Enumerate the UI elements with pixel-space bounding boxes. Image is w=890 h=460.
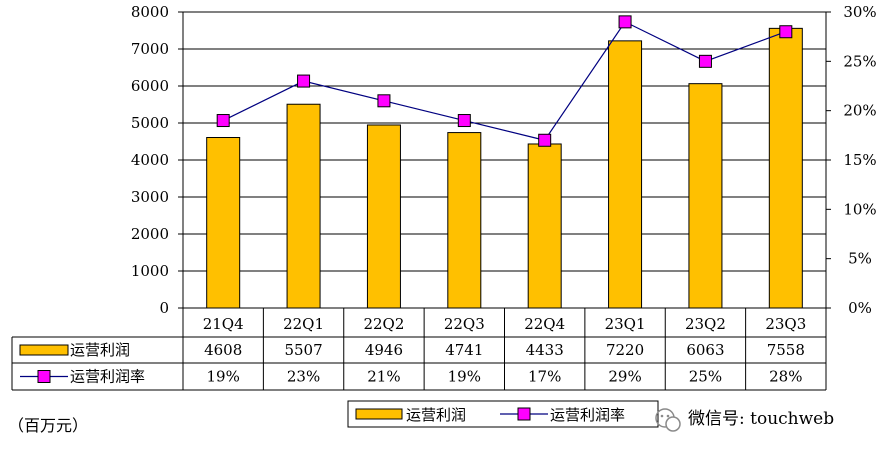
margin-line: [216, 15, 793, 147]
legend-key-bar: [355, 408, 403, 420]
table-cell: 5507: [284, 341, 322, 359]
bar-21Q4: [206, 137, 241, 309]
gridlines: [183, 11, 826, 272]
left-tick-label: 2000: [131, 225, 169, 243]
right-tick-label: 15%: [843, 151, 876, 169]
margin-point-22Q2: [377, 94, 391, 108]
profit-bars: [206, 27, 803, 309]
right-tick-label: 0%: [848, 299, 872, 317]
category-label: 22Q2: [363, 315, 404, 333]
margin-point-22Q3: [457, 114, 471, 128]
table-cell: 7558: [767, 341, 805, 359]
row-label: 运营利润率: [70, 368, 145, 386]
left-tick-label: 3000: [131, 188, 169, 206]
right-tick-label: 10%: [843, 200, 876, 218]
category-label: 23Q3: [765, 315, 806, 333]
margin-series-line: [222, 21, 787, 141]
wechat-logo-icon: [655, 408, 681, 432]
margin-point-21Q4: [216, 114, 230, 128]
left-tick-label: 4000: [131, 151, 169, 169]
row-key-marker: [37, 370, 51, 383]
category-label: 23Q1: [605, 315, 646, 333]
bar-22Q1: [286, 103, 321, 309]
left-tick-label: 0: [159, 299, 169, 317]
right-tick-label: 30%: [843, 3, 876, 21]
table-cell: 4741: [445, 341, 483, 359]
bar-23Q1: [608, 40, 643, 309]
category-label: 22Q1: [283, 315, 324, 333]
bar-22Q2: [366, 124, 401, 309]
margin-point-23Q1: [618, 15, 632, 29]
table-cell: 21%: [367, 368, 400, 386]
table-cell: 6063: [686, 341, 724, 359]
bar-22Q3: [447, 132, 482, 309]
right-tick-label: 20%: [843, 102, 876, 120]
table-cell: 4608: [204, 341, 242, 359]
left-tick-label: 6000: [131, 77, 169, 95]
right-tick-label: 5%: [848, 250, 872, 268]
margin-point-23Q2: [698, 54, 712, 68]
table-cell: 19%: [448, 368, 481, 386]
category-label: 23Q2: [685, 315, 726, 333]
margin-point-22Q4: [538, 133, 552, 147]
table-cell: 29%: [608, 368, 641, 386]
legend-key-marker: [517, 407, 531, 421]
bar-22Q4: [527, 143, 562, 309]
row-key-bar: [19, 344, 69, 356]
watermark-text: 微信号: touchweb: [688, 409, 834, 429]
category-label: 22Q4: [524, 315, 565, 333]
legend: 运营利润 运营利润率: [347, 400, 659, 428]
table-cell: 17%: [528, 368, 561, 386]
unit-note: （百万元）: [8, 416, 88, 435]
table-cell: 28%: [769, 368, 802, 386]
row-label: 运营利润: [70, 341, 130, 359]
right-tick-label: 25%: [843, 52, 876, 70]
legend-label-bar: 运营利润: [406, 406, 466, 424]
category-label: 22Q3: [444, 315, 485, 333]
data-table: 21Q4 22Q1 22Q2 22Q3 22Q4 23Q1 23Q2 23Q3 运营利润 4608…: [11, 308, 827, 391]
axes: 0 1000 2000 3000 4000 5000 6000 7000 8000 0% 5% 10%…: [131, 3, 877, 317]
table-cell: 4946: [365, 341, 403, 359]
left-tick-label: 8000: [131, 3, 169, 21]
bar-23Q2: [688, 83, 723, 309]
legend-label-line: 运营利润率: [550, 406, 625, 424]
table-cell: 23%: [287, 368, 320, 386]
table-cell: 19%: [207, 368, 240, 386]
watermark: 微信号: touchweb: [655, 408, 834, 432]
table-cell: 25%: [689, 368, 722, 386]
table-cell: 7220: [606, 341, 644, 359]
bar-23Q3: [768, 27, 803, 309]
category-label: 21Q4: [203, 315, 244, 333]
left-tick-label: 5000: [131, 114, 169, 132]
left-tick-label: 1000: [131, 262, 169, 280]
margin-point-23Q3: [779, 25, 793, 39]
table-cell: 4433: [526, 341, 564, 359]
margin-point-22Q1: [297, 74, 311, 88]
left-tick-label: 7000: [131, 40, 169, 58]
